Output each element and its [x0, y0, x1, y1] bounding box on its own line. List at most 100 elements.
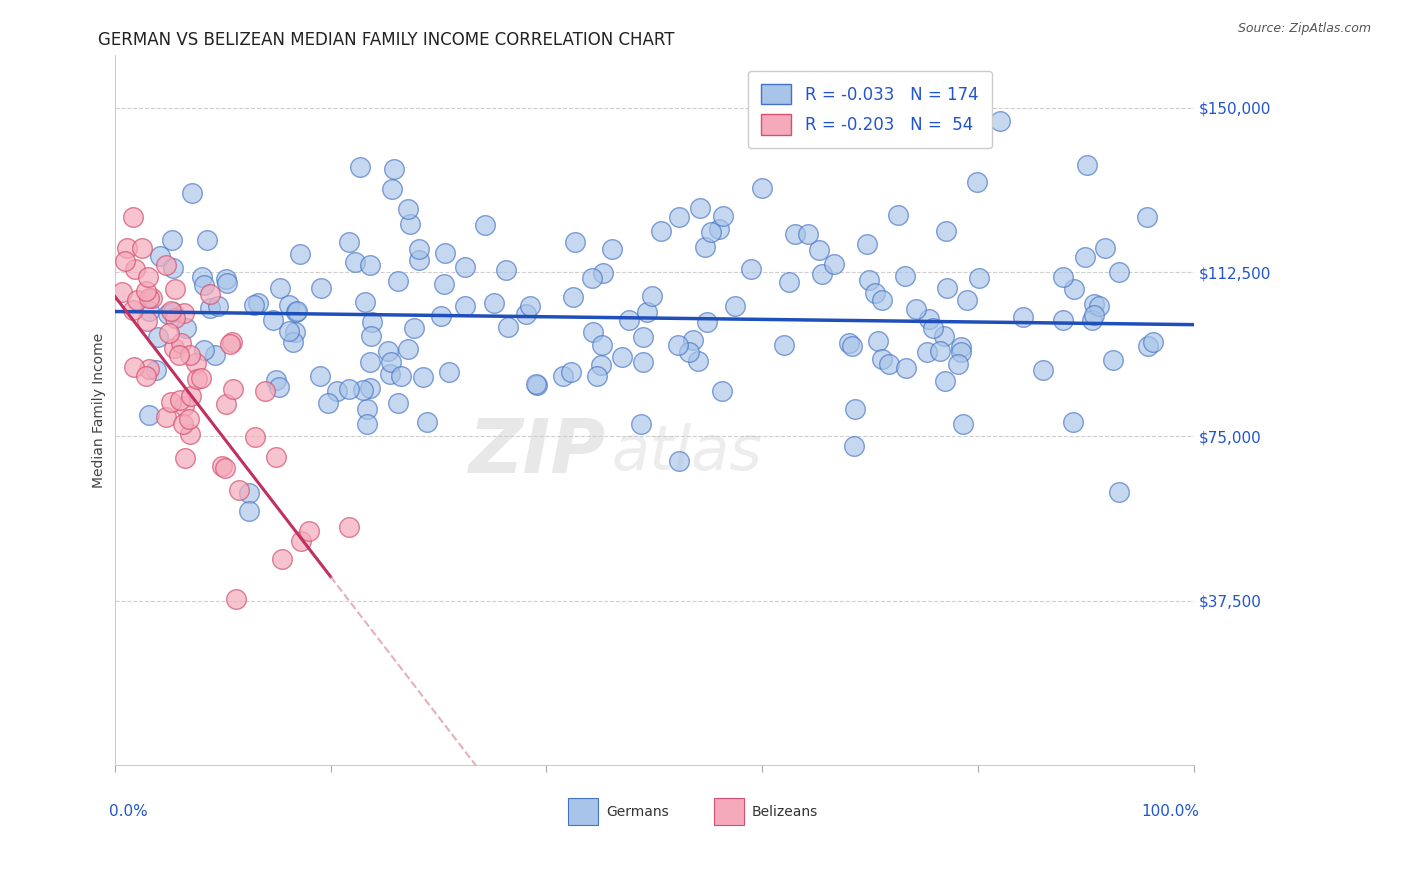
Point	[1102, 352, 1125, 367]
Point	[243, 298, 266, 312]
Point	[174, 451, 197, 466]
Point	[842, 438, 865, 452]
Point	[432, 277, 454, 292]
Point	[215, 272, 238, 286]
Point	[204, 348, 226, 362]
Point	[157, 326, 180, 340]
Point	[1094, 242, 1116, 256]
Point	[950, 340, 973, 354]
Point	[288, 247, 311, 261]
Point	[1081, 313, 1104, 327]
Point	[408, 253, 430, 268]
Point	[290, 534, 312, 549]
Point	[138, 291, 160, 305]
Point	[988, 114, 1011, 128]
Text: Germans: Germans	[606, 805, 669, 819]
Point	[298, 524, 321, 538]
Point	[935, 224, 957, 238]
Point	[145, 363, 167, 377]
Point	[352, 383, 374, 397]
Point	[650, 224, 672, 238]
Point	[219, 337, 242, 351]
Point	[396, 202, 419, 216]
Point	[122, 211, 145, 225]
Point	[222, 382, 245, 396]
Point	[193, 343, 215, 357]
Point	[582, 325, 605, 339]
Point	[122, 359, 145, 374]
Point	[337, 235, 360, 249]
Point	[337, 382, 360, 396]
Point	[173, 399, 195, 413]
Point	[666, 338, 689, 352]
Point	[181, 186, 204, 200]
Point	[1136, 210, 1159, 224]
Point	[689, 201, 711, 215]
Text: atlas: atlas	[612, 423, 762, 483]
Point	[810, 267, 832, 281]
Point	[337, 520, 360, 534]
Point	[155, 258, 177, 272]
Point	[956, 293, 979, 307]
Point	[200, 301, 222, 315]
Point	[844, 402, 866, 417]
Point	[360, 329, 382, 343]
Point	[135, 284, 157, 298]
Point	[115, 241, 138, 255]
Point	[631, 355, 654, 369]
Point	[526, 377, 548, 392]
Point	[430, 309, 453, 323]
Point	[285, 304, 308, 318]
Point	[172, 417, 194, 431]
Point	[412, 370, 434, 384]
Point	[560, 365, 582, 379]
Point	[700, 225, 723, 239]
Point	[381, 182, 404, 196]
Point	[389, 368, 412, 383]
Text: Source: ZipAtlas.com: Source: ZipAtlas.com	[1237, 22, 1371, 36]
Point	[948, 357, 970, 371]
Point	[495, 263, 517, 277]
Point	[856, 237, 879, 252]
Point	[482, 295, 505, 310]
Point	[396, 343, 419, 357]
Point	[866, 334, 889, 348]
Point	[267, 380, 290, 394]
Point	[359, 381, 381, 395]
Point	[356, 401, 378, 416]
Point	[696, 315, 718, 329]
Text: ZIP: ZIP	[468, 417, 606, 489]
Text: 0.0%: 0.0%	[110, 805, 148, 819]
Point	[1142, 334, 1164, 349]
Point	[221, 335, 243, 350]
Point	[156, 307, 179, 321]
Point	[496, 320, 519, 334]
Point	[136, 269, 159, 284]
Point	[159, 304, 181, 318]
Point	[966, 175, 988, 189]
Point	[631, 330, 654, 344]
Point	[174, 320, 197, 334]
FancyBboxPatch shape	[714, 798, 744, 825]
Point	[404, 321, 426, 335]
Point	[343, 254, 366, 268]
Point	[163, 281, 186, 295]
Point	[1032, 363, 1054, 377]
Point	[162, 233, 184, 247]
Point	[949, 345, 972, 359]
Point	[285, 303, 308, 318]
Point	[193, 277, 215, 292]
Point	[724, 299, 747, 313]
Point	[318, 395, 340, 409]
Point	[474, 218, 496, 232]
Point	[1062, 415, 1084, 429]
Point	[238, 504, 260, 518]
Point	[359, 355, 381, 369]
Point	[262, 312, 284, 326]
Point	[179, 426, 201, 441]
Text: GERMAN VS BELIZEAN MEDIAN FAMILY INCOME CORRELATION CHART: GERMAN VS BELIZEAN MEDIAN FAMILY INCOME …	[98, 31, 675, 49]
Point	[177, 412, 200, 426]
Point	[893, 269, 915, 284]
Point	[838, 335, 860, 350]
Point	[1073, 251, 1095, 265]
